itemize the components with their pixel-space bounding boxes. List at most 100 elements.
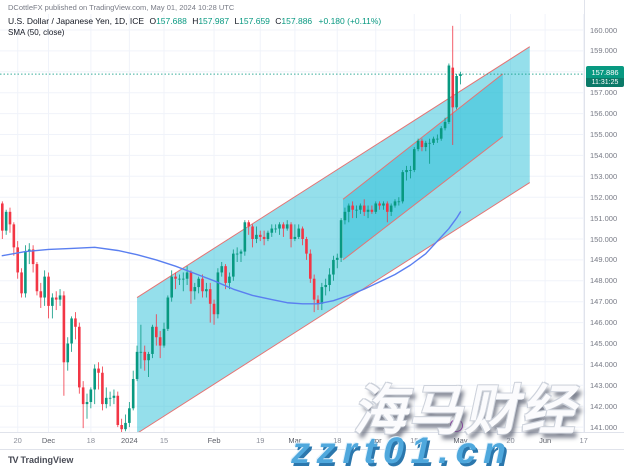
candle-body bbox=[151, 326, 154, 354]
candle-body bbox=[193, 287, 197, 292]
time-tick-label: 20 bbox=[506, 436, 515, 445]
candle-body bbox=[31, 249, 35, 265]
bar-countdown: 11:31:25 bbox=[586, 78, 624, 88]
candle-body bbox=[178, 278, 181, 280]
price-chart-canvas[interactable] bbox=[0, 0, 584, 449]
trend-channel[interactable] bbox=[137, 46, 530, 434]
sma-indicator-label[interactable]: SMA (50, close) bbox=[8, 28, 65, 37]
time-axis[interactable]: 20 Dec 18 2024 15 Feb 19 Mar 18 Apr 15 May 20 Jun 17 bbox=[0, 432, 624, 450]
high-value: 157.987 bbox=[198, 16, 230, 26]
candle-body bbox=[70, 318, 73, 344]
candle-body bbox=[409, 170, 412, 171]
candle-body bbox=[412, 149, 416, 171]
time-tick-label: 18 bbox=[86, 436, 96, 445]
candle-body bbox=[0, 203, 4, 231]
low-label: L bbox=[234, 16, 240, 26]
price-tick-label: 148.000 bbox=[590, 276, 618, 286]
candle-body bbox=[362, 205, 366, 212]
candle-body bbox=[328, 274, 331, 285]
candle-body bbox=[224, 266, 227, 283]
candle-body bbox=[324, 284, 327, 288]
candle-body bbox=[455, 75, 458, 108]
candle-body bbox=[397, 201, 401, 203]
candle-body bbox=[439, 128, 443, 139]
trend-channel[interactable] bbox=[343, 73, 503, 260]
price-tick-label: 145.000 bbox=[590, 339, 618, 348]
candle-body bbox=[58, 295, 62, 300]
price-tick-label: 151.000 bbox=[590, 213, 618, 223]
close-value: 157.886 bbox=[281, 16, 313, 26]
candle-body bbox=[97, 368, 100, 373]
candle-body bbox=[424, 142, 428, 148]
lightning-icon[interactable]: ϟ bbox=[450, 419, 463, 432]
candle-body bbox=[374, 203, 378, 212]
candle-body bbox=[39, 291, 43, 298]
candle-body bbox=[355, 209, 358, 211]
candle-body bbox=[4, 211, 8, 231]
candle-body bbox=[401, 172, 404, 202]
price-axis[interactable]: 157.886 11:31:25 160.000159.000158.00015… bbox=[584, 0, 624, 449]
candle-body bbox=[339, 220, 343, 258]
candle-body bbox=[359, 205, 362, 210]
time-tick-label: 2024 bbox=[121, 436, 138, 445]
candle-body bbox=[301, 228, 304, 239]
candle-body bbox=[24, 251, 27, 294]
price-tick-label: 160.000 bbox=[590, 25, 618, 35]
candle-body bbox=[239, 251, 243, 254]
candle-body bbox=[232, 253, 235, 277]
candle-body bbox=[116, 395, 120, 426]
candle-body bbox=[81, 387, 85, 405]
candle-body bbox=[112, 395, 116, 398]
price-tick-label: 142.000 bbox=[590, 401, 618, 411]
candle-body bbox=[128, 408, 131, 423]
candle-body bbox=[66, 343, 70, 363]
candle-body bbox=[393, 201, 397, 206]
candle-body bbox=[386, 203, 389, 212]
candle-body bbox=[212, 303, 216, 315]
candle-body bbox=[16, 247, 19, 273]
candle-body bbox=[47, 276, 50, 306]
time-tick-label: 15 bbox=[410, 436, 419, 445]
time-tick-label: Mar bbox=[288, 436, 302, 445]
candle-body bbox=[228, 276, 231, 283]
price-tick-label: 143.000 bbox=[590, 380, 618, 390]
candle-body bbox=[220, 266, 224, 273]
candle-body bbox=[243, 222, 247, 252]
candle-body bbox=[320, 287, 324, 304]
candle-body bbox=[166, 297, 170, 329]
candle-body bbox=[104, 397, 108, 405]
price-tick-label: 159.000 bbox=[590, 46, 618, 56]
price-tick-label: 154.000 bbox=[590, 150, 618, 160]
candle-body bbox=[278, 224, 281, 229]
candle-body bbox=[135, 351, 139, 380]
time-tick-label: Jun bbox=[539, 436, 552, 445]
candle-body bbox=[293, 236, 297, 239]
candle-body bbox=[124, 422, 127, 430]
candle-body bbox=[74, 318, 77, 327]
symbol-title[interactable]: U.S. Dollar / Japanese Yen, 1D, ICE bbox=[8, 16, 145, 26]
candle-body bbox=[297, 228, 301, 237]
time-tick-label: Feb bbox=[207, 436, 221, 445]
candle-body bbox=[343, 211, 347, 221]
time-tick-label: May bbox=[453, 436, 468, 445]
legend-symbol-row[interactable]: U.S. Dollar / Japanese Yen, 1D, ICE O157… bbox=[8, 15, 381, 27]
candle-body bbox=[416, 140, 420, 150]
candle-body bbox=[251, 226, 254, 239]
indicator-legend-row[interactable]: SMA (50, close) bbox=[8, 27, 381, 39]
price-tick-label: 152.000 bbox=[590, 192, 618, 202]
candle-body bbox=[43, 276, 46, 298]
last-price-label: 157.886 11:31:25 bbox=[586, 66, 624, 88]
candle-body bbox=[405, 170, 408, 173]
tradingview-logo[interactable]: TV TradingView bbox=[8, 455, 73, 465]
candle-body bbox=[459, 74, 462, 76]
candle-body bbox=[143, 351, 147, 361]
candle-body bbox=[428, 142, 431, 144]
sma-line[interactable] bbox=[1, 211, 462, 305]
candle-body bbox=[289, 224, 293, 239]
candle-body bbox=[451, 67, 455, 108]
candle-body bbox=[131, 379, 135, 409]
price-tick-label: 157.000 bbox=[590, 88, 618, 98]
candle-body bbox=[335, 257, 339, 260]
channel-bottom-line bbox=[136, 182, 531, 434]
candle-body bbox=[255, 234, 258, 239]
